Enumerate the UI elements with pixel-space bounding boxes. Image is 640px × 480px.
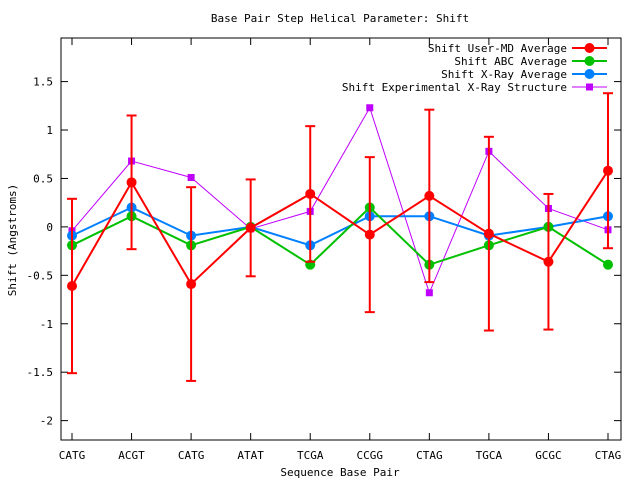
legend-item: Shift X-Ray Average [441,68,607,81]
data-point [67,280,77,291]
legend-item: Shift User-MD Average [428,42,607,55]
x-tick-label: TGCA [476,449,503,462]
x-tick-label: GCGC [535,449,562,462]
y-tick-label: -2 [40,415,53,428]
series-layer [67,92,613,382]
series-3 [68,104,612,297]
x-tick-label: TCGA [297,449,324,462]
legend-marker [584,56,595,66]
x-tick-label: CCGG [357,449,384,462]
chart-title: Base Pair Step Helical Parameter: Shift [211,12,469,25]
data-point [364,229,375,240]
x-tick-label: ACGT [118,449,145,462]
y-axis-label: Shift (Angstroms) [6,184,19,297]
data-point [603,259,613,270]
series-line [71,206,609,247]
data-point [603,165,613,176]
data-point [126,177,137,188]
data-point [245,222,256,233]
legend-marker [584,69,595,79]
x-axis-label: Sequence Base Pair [280,466,400,479]
series-line [71,170,609,287]
series-0 [67,92,613,382]
y-tick-label: -1 [40,318,53,331]
data-point [186,279,197,290]
data-point [483,228,494,239]
legend-label: Shift User-MD Average [428,42,567,55]
y-tick-label: 0.5 [33,172,53,185]
y-tick-label: -0.5 [27,269,54,282]
data-point [543,256,554,267]
y-tick-label: 1 [46,124,53,137]
x-tick-label: CTAG [416,449,443,462]
data-point [305,188,316,199]
plot-frame [60,37,622,441]
y-tick-label: 1.5 [33,76,53,89]
data-point [425,289,433,297]
y-tick-label: 0 [46,221,53,234]
axes-layer: -2 -1.5 -1 -0.5 0 0.5 1 1.5 CATG ACGT CATG ATAT TCGA… [27,37,622,462]
series-line [71,206,609,266]
x-tick-label: CTAG [595,449,622,462]
legend-item: Shift Experimental X-Ray Structure [342,81,607,94]
x-tick-label: CATG [178,449,205,462]
data-point [187,173,195,181]
legend-item: Shift ABC Average [454,55,607,68]
y-tick-label: -1.5 [27,366,54,379]
legend-label: Shift X-Ray Average [441,68,567,81]
legend-marker [584,43,595,53]
legend-label: Shift ABC Average [454,55,567,68]
data-point [424,190,435,201]
data-point [366,104,374,112]
x-tick-label: ATAT [237,449,264,462]
legend-marker [586,83,593,91]
legend-label: Shift Experimental X-Ray Structure [342,81,567,94]
x-tick-label: CATG [59,449,86,462]
series-2 [67,202,613,251]
series-line [71,106,609,295]
